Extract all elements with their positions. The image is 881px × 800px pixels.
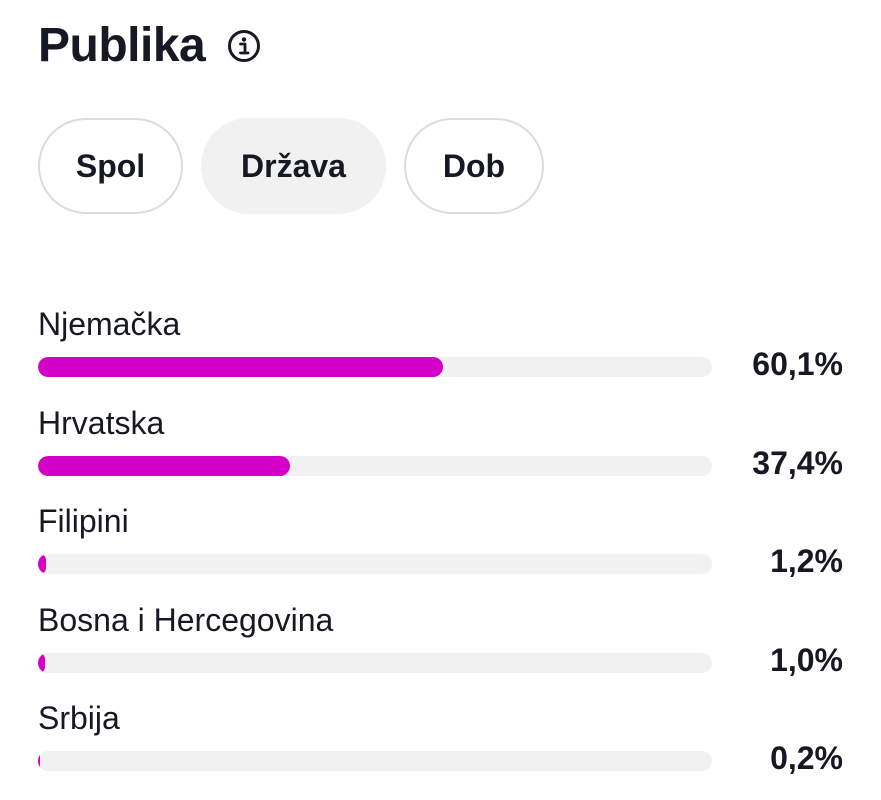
tab-label: Spol xyxy=(75,147,146,184)
section-header: Publika xyxy=(38,18,261,74)
country-name: Filipini xyxy=(38,503,129,539)
tab-dob[interactable]: Dob xyxy=(404,118,544,214)
percent-bar-track xyxy=(38,455,712,476)
percent-bar-fill xyxy=(38,751,40,771)
audience-country-list: Njemačka 60,1% Hrvatska 37,4% Filipini 1… xyxy=(38,298,843,791)
country-row: Filipini 1,2% xyxy=(38,495,843,594)
country-percent: 0,2% xyxy=(770,740,843,776)
percent-bar-fill xyxy=(38,455,291,476)
country-row: Bosna i Hercegovina 1,0% xyxy=(38,594,843,693)
percent-bar-track xyxy=(38,357,712,377)
country-percent: 1,2% xyxy=(770,543,843,579)
page-title: Publika xyxy=(38,19,206,72)
info-icon[interactable] xyxy=(227,29,261,63)
country-name: Bosna i Hercegovina xyxy=(38,601,334,638)
country-name: Srbija xyxy=(38,700,120,736)
country-name: Hrvatska xyxy=(38,404,165,441)
percent-bar-fill xyxy=(38,554,47,574)
country-row: Njemačka 60,1% xyxy=(38,298,843,397)
country-percent: 60,1% xyxy=(752,346,843,382)
percent-bar-fill xyxy=(38,357,444,377)
percent-bar-fill xyxy=(38,652,45,673)
percent-bar-track xyxy=(38,652,712,673)
tab-label: Država xyxy=(241,147,346,184)
country-percent: 1,0% xyxy=(770,641,843,678)
country-row: Srbija 0,2% xyxy=(38,692,843,791)
percent-bar-track xyxy=(38,751,712,771)
country-name: Njemačka xyxy=(38,306,181,342)
country-row: Hrvatska 37,4% xyxy=(38,397,843,496)
audience-filter-tabs: Spol Država Dob xyxy=(38,118,544,214)
country-percent: 37,4% xyxy=(752,444,843,481)
percent-bar-track xyxy=(38,554,712,574)
tab-label: Dob xyxy=(442,147,506,184)
tab-spol[interactable]: Spol xyxy=(38,118,183,214)
tab-drzava[interactable]: Država xyxy=(201,118,386,214)
